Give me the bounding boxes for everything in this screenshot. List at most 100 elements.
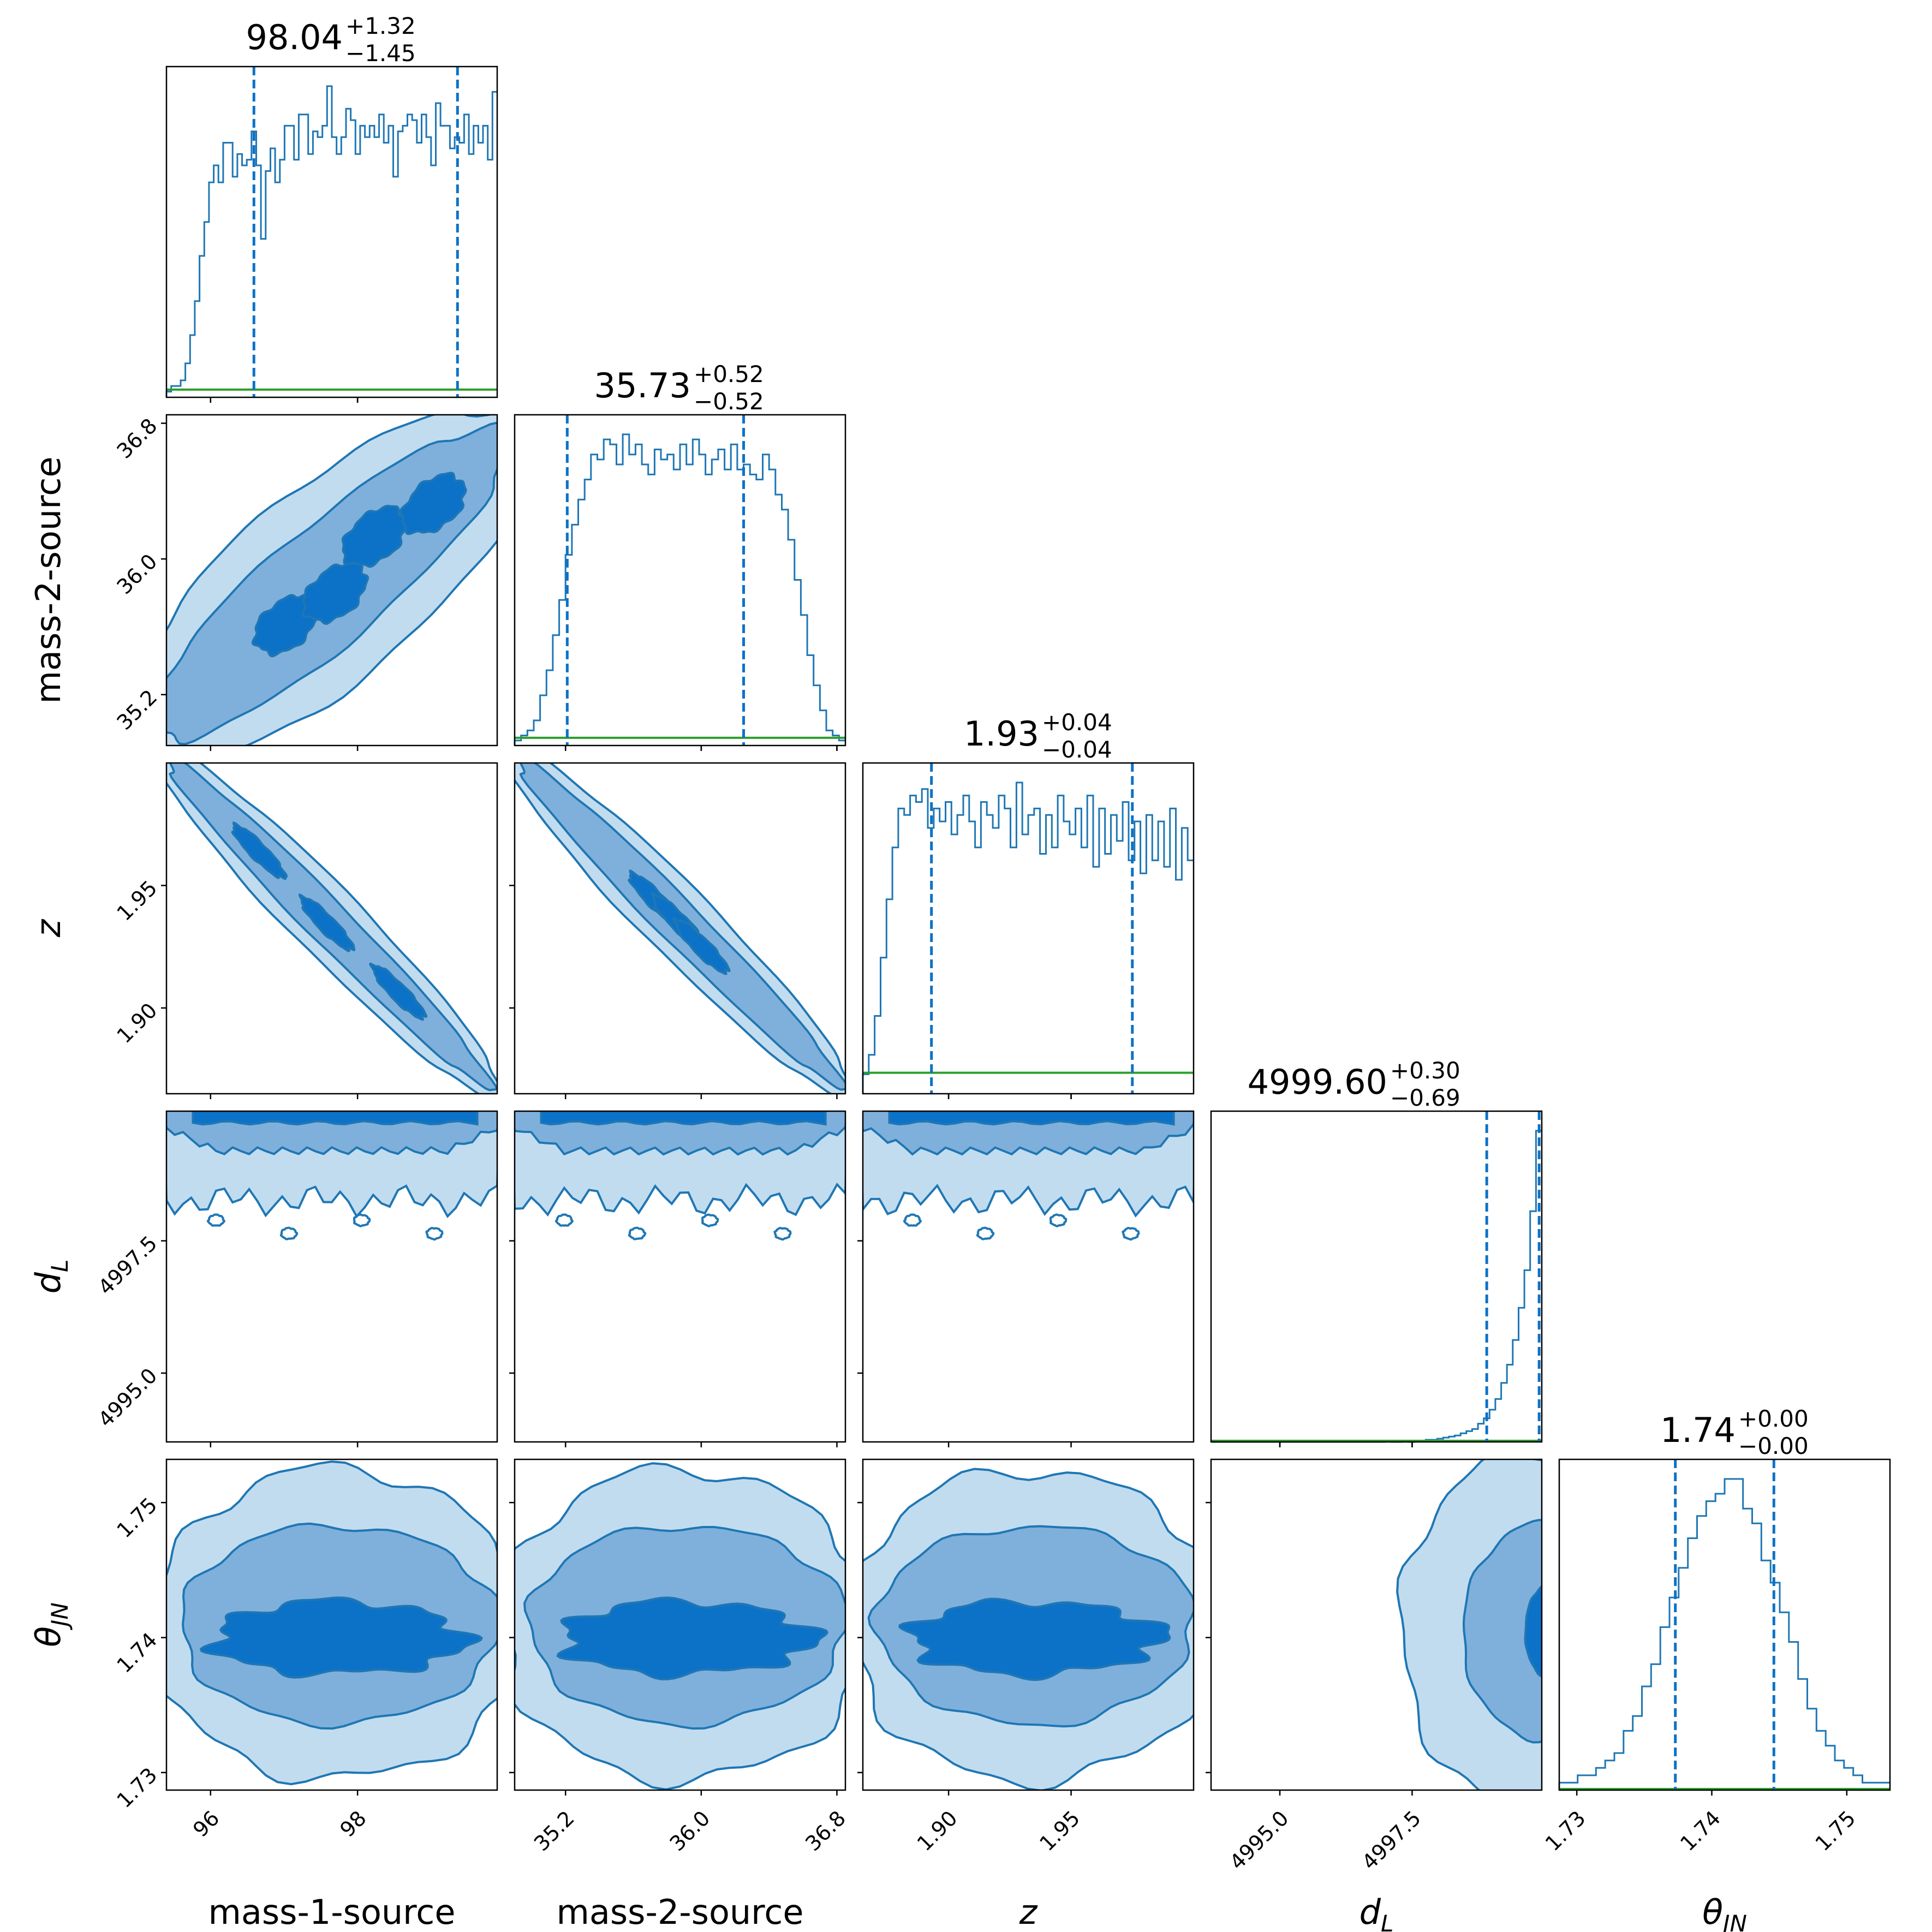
y-axis-label: z [28, 919, 68, 938]
panel-z-dL [863, 1111, 1194, 1241]
x-tick-label: 1.73 [1541, 1806, 1590, 1856]
title-plus: +0.30 [1390, 1057, 1460, 1084]
title-plus: +1.32 [345, 13, 416, 39]
y-tick-label: 36.8 [112, 414, 162, 463]
panel-frame [514, 414, 846, 747]
x-tick-label: 1.90 [913, 1806, 962, 1856]
hist-steps [1211, 1130, 1542, 1443]
x-tick-label: 36.8 [801, 1806, 850, 1856]
contour-peak [301, 560, 369, 625]
y-tick-label: 4997.5 [93, 1231, 162, 1299]
x-axis-label: θJN [1702, 1892, 1747, 1932]
title-value: 1.93 [964, 714, 1039, 754]
x-axis-label: dL [1359, 1892, 1394, 1932]
contour-island [1049, 1213, 1068, 1227]
contour-island [425, 1226, 444, 1241]
x-tick-label: 36.0 [665, 1806, 715, 1856]
panel-frame [165, 414, 498, 747]
y-axis-label-main: d [28, 1272, 68, 1293]
title-minus: −1.45 [345, 40, 416, 67]
panel-frame [514, 762, 846, 1095]
panel-frame [165, 65, 498, 398]
contour-level-3 [888, 1111, 1175, 1126]
y-axis-label: dL [28, 1260, 73, 1294]
panel-frame [1210, 1110, 1543, 1443]
title-minus: −0.69 [1390, 1084, 1460, 1111]
panel-m2-z [515, 763, 845, 1094]
contour-island [279, 1226, 299, 1241]
x-tick-label: 1.95 [1035, 1806, 1084, 1856]
panel-frame [1210, 1458, 1543, 1791]
title-minus: −0.00 [1738, 1433, 1809, 1459]
hist-m2 [514, 415, 845, 746]
y-tick-label: 1.74 [112, 1628, 162, 1678]
panel-frame [862, 762, 1195, 1095]
y-axis-label: θJN [28, 1602, 73, 1647]
contour-island [773, 1226, 792, 1241]
y-axis-label-main: z [28, 919, 68, 938]
panel-frame [862, 1458, 1195, 1791]
contour-level-3 [556, 1596, 829, 1680]
y-tick-label: 36.0 [112, 549, 162, 599]
y-tick-label: 1.90 [112, 998, 162, 1048]
title-plus: +0.04 [1042, 709, 1112, 736]
hist-steps [514, 433, 845, 746]
title-value: 4999.60 [1248, 1062, 1387, 1102]
hist-z [862, 763, 1194, 1094]
x-tick-label: 1.74 [1675, 1806, 1725, 1856]
panel-frame [165, 1110, 498, 1443]
param-title: 1.93 +0.04−0.04 [964, 709, 1112, 763]
x-axis-label-sub: L [1381, 1910, 1393, 1932]
contour-peak [399, 472, 467, 535]
x-tick-label: 4995.0 [1225, 1806, 1293, 1874]
x-tick-label: 35.2 [529, 1806, 579, 1856]
contour-island [628, 1226, 647, 1241]
panel-dL-theta [1396, 1459, 1542, 1790]
x-tick-label: 1.75 [1811, 1806, 1861, 1856]
y-axis-label: mass-2-source [28, 456, 68, 703]
x-axis-label-main: mass-2-source [556, 1892, 803, 1932]
y-tick-label: 1.73 [112, 1763, 162, 1812]
contour-island [903, 1213, 922, 1227]
param-title: 4999.60 +0.30−0.69 [1248, 1057, 1460, 1111]
hist-theta [1558, 1459, 1890, 1790]
x-axis-label: z [1019, 1892, 1038, 1932]
y-axis-label-main: θ [28, 1626, 68, 1647]
title-value: 98.04 [246, 17, 343, 57]
x-axis-label: mass-1-source [208, 1892, 455, 1932]
panel-m2-dL [515, 1111, 845, 1241]
panel-frame [1558, 1458, 1891, 1791]
contour-peak [251, 593, 320, 658]
panel-frame [514, 1458, 846, 1791]
x-axis-label: mass-2-source [556, 1892, 803, 1932]
contour-level-3 [540, 1111, 827, 1126]
y-tick-label: 4995.0 [93, 1363, 162, 1432]
y-tick-label: 1.75 [112, 1493, 162, 1542]
y-tick-label: 35.2 [112, 685, 162, 735]
panel-m1-theta [166, 1460, 497, 1786]
param-title: 35.73 +0.52−0.52 [594, 361, 764, 415]
contour-island [976, 1226, 995, 1241]
contour-level-3 [199, 1596, 483, 1679]
panel-z-theta [863, 1468, 1194, 1790]
param-title: 1.74 +0.00−0.00 [1660, 1405, 1809, 1459]
panel-m1-z [166, 763, 497, 1094]
contour-level-3 [192, 1111, 479, 1126]
contour-island [206, 1213, 226, 1227]
contour-peak [231, 821, 288, 880]
x-axis-label-main: θ [1702, 1892, 1723, 1932]
x-axis-label-main: mass-1-source [208, 1892, 455, 1932]
x-axis-label-sub: JN [1719, 1910, 1747, 1932]
hist-m1 [165, 67, 497, 397]
x-tick-label: 98 [335, 1806, 371, 1841]
panel-frame [862, 1110, 1195, 1443]
panel-m2-theta [515, 1462, 845, 1790]
contour-peak [672, 916, 731, 975]
contour-level-3 [898, 1597, 1171, 1681]
x-axis-label-main: z [1019, 1892, 1038, 1932]
hist-steps [862, 782, 1194, 1094]
title-minus: −0.04 [1042, 736, 1112, 763]
title-value: 35.73 [594, 366, 691, 406]
x-tick-label: 4997.5 [1357, 1806, 1426, 1874]
